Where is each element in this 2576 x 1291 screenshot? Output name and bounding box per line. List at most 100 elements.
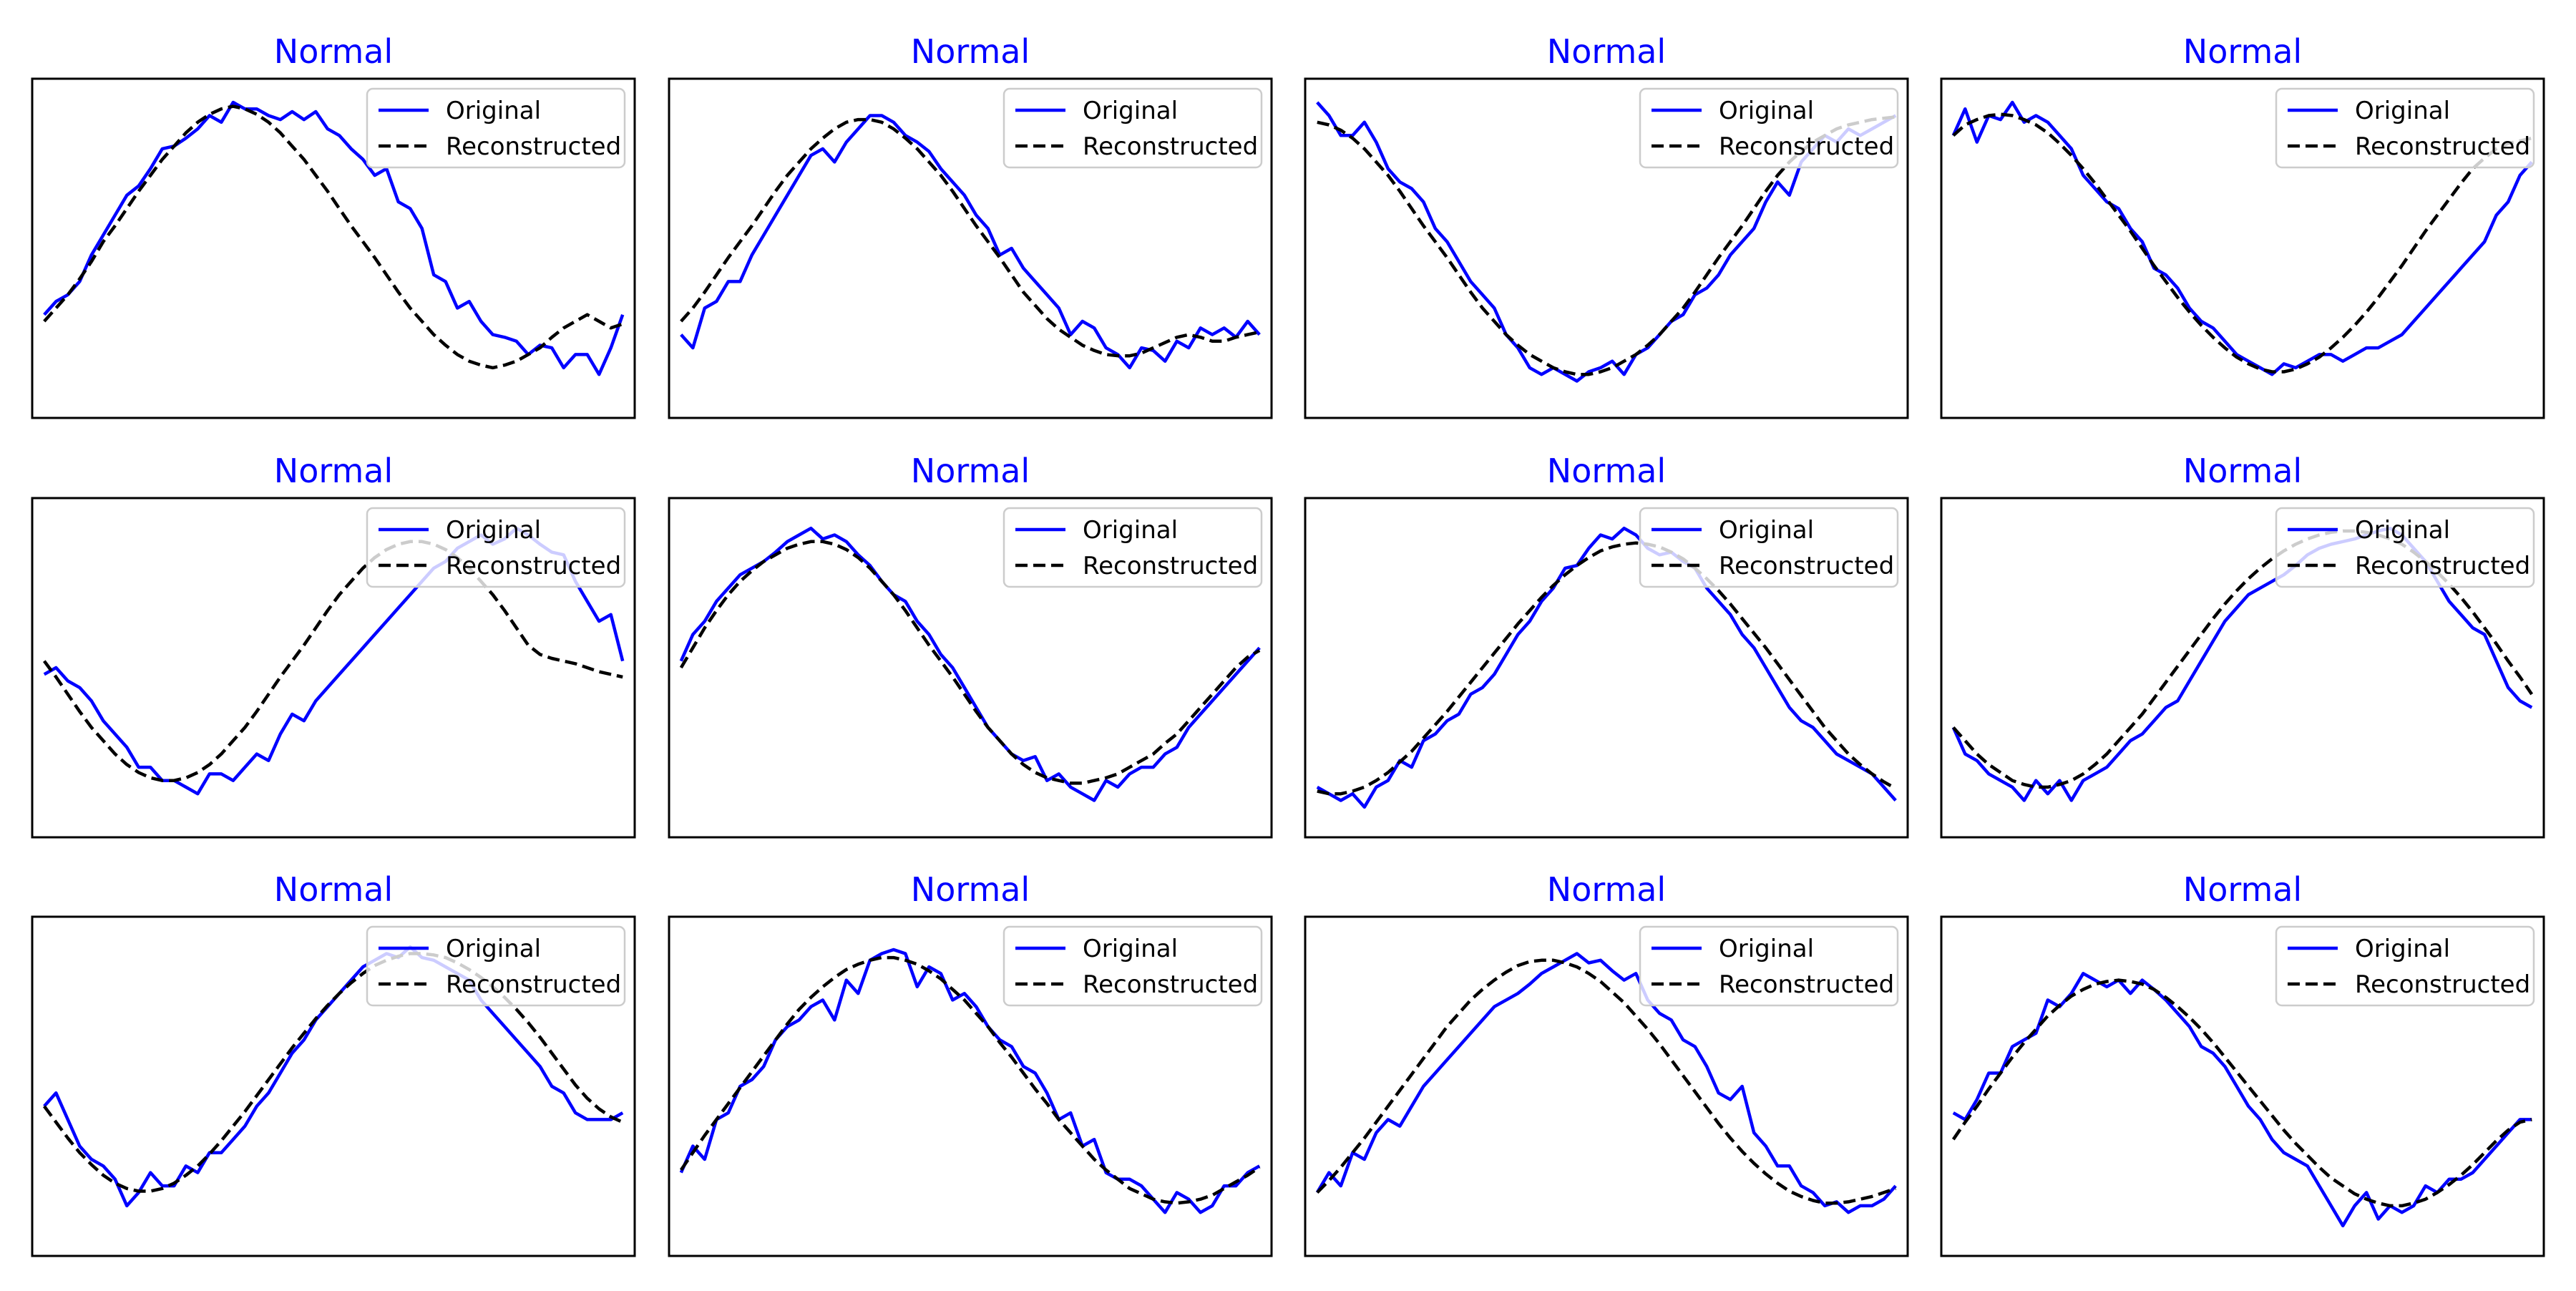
plot-area (1951, 100, 2533, 376)
subplot-title: Normal (1547, 452, 1666, 490)
plot-area (679, 526, 1261, 802)
series-original-line (1315, 952, 1897, 1214)
legend-reconstructed-label: Reconstructed (1719, 970, 1894, 999)
legend: Original Reconstructed (1002, 925, 1263, 1007)
legend-box (1639, 925, 1899, 1007)
legend-reconstructed-label: Reconstructed (2355, 552, 2530, 580)
plot-area (679, 947, 1261, 1214)
legend: Original Reconstructed (1639, 87, 1899, 169)
subplot-title: Normal (911, 32, 1030, 71)
series-original-line (1952, 972, 2532, 1228)
legend-box (2275, 507, 2535, 588)
subplot-title: Normal (2183, 32, 2302, 71)
subplot-title: Normal (274, 452, 393, 490)
legend-reconstructed-label: Reconstructed (1083, 132, 1258, 161)
legend-box (2275, 87, 2535, 169)
plot-area (680, 114, 1261, 370)
subplot-title: Normal (1547, 870, 1666, 909)
subplot-10: Normal Original Reconstructed (668, 870, 1273, 1257)
series-reconstructed-line (680, 117, 1260, 358)
subplot-4: Normal Original Reconstructed (1940, 32, 2545, 419)
legend-original-label: Original (1719, 97, 1814, 125)
legend-original-label: Original (1083, 97, 1178, 125)
legend-original-label: Original (1719, 516, 1814, 545)
axes-frame (668, 77, 1273, 419)
subplot-8: Normal Original Reconstructed (1940, 452, 2545, 839)
subplot-title: Normal (911, 870, 1030, 909)
subplot-title: Normal (1547, 32, 1666, 71)
legend: Original Reconstructed (2275, 925, 2535, 1007)
legend-box (1639, 87, 1899, 169)
axes-frame (1304, 497, 1909, 839)
subplot-2: Normal Original Reconstructed (668, 32, 1273, 419)
axes-frame (668, 497, 1273, 839)
series-reconstructed-line (1952, 529, 2534, 789)
subplot-9: Normal Original Reconstructed (31, 870, 636, 1257)
subplot-title: Normal (2183, 452, 2302, 490)
legend-box (2275, 925, 2535, 1007)
legend-box (366, 925, 626, 1007)
plot-area (42, 945, 624, 1208)
axes-frame (1304, 915, 1909, 1257)
legend: Original Reconstructed (2275, 87, 2535, 169)
subplot-12: Normal Original Reconstructed (1940, 870, 2545, 1257)
legend: Original Reconstructed (366, 507, 626, 588)
legend: Original Reconstructed (366, 87, 626, 169)
legend-box (1002, 925, 1263, 1007)
subplot-5: Normal Original Reconstructed (31, 452, 636, 839)
subplot-11: Normal Original Reconstructed (1304, 870, 1909, 1257)
axes-frame (1304, 77, 1909, 419)
plot-area (1315, 952, 1897, 1214)
subplot-title: Normal (2183, 870, 2302, 909)
axes-frame (668, 915, 1273, 1257)
legend-reconstructed-label: Reconstructed (1719, 132, 1894, 161)
legend-reconstructed-label: Reconstructed (1719, 552, 1894, 580)
subplot-1: Normal Original Reconstructed (31, 32, 636, 419)
axes-frame (31, 497, 636, 839)
axes-frame (31, 915, 636, 1257)
legend-reconstructed-label: Reconstructed (446, 132, 621, 161)
legend-original-label: Original (446, 935, 541, 963)
series-reconstructed-line (1952, 112, 2532, 374)
legend-box (1002, 507, 1263, 588)
legend: Original Reconstructed (1002, 87, 1263, 169)
series-original-line (679, 526, 1261, 802)
series-original-line (680, 114, 1261, 370)
subplot-title: Normal (911, 452, 1030, 490)
legend: Original Reconstructed (2275, 507, 2535, 588)
subplot-title: Normal (274, 32, 393, 71)
subplot-6: Normal Original Reconstructed (668, 452, 1273, 839)
series-reconstructed-line (1317, 541, 1897, 796)
legend-reconstructed-label: Reconstructed (2355, 970, 2530, 999)
legend: Original Reconstructed (366, 925, 626, 1007)
series-reconstructed-line (679, 955, 1261, 1205)
subplot-title: Normal (274, 870, 393, 909)
legend-box (366, 507, 626, 588)
plot-area (43, 100, 625, 376)
series-original-line (43, 945, 624, 1208)
axes-frame (31, 77, 636, 419)
legend-reconstructed-label: Reconstructed (2355, 132, 2530, 161)
legend-original-label: Original (2355, 516, 2450, 545)
series-reconstructed-line (43, 104, 623, 370)
series-reconstructed-line (1316, 958, 1896, 1205)
legend-original-label: Original (446, 516, 541, 545)
series-reconstructed-line (42, 952, 624, 1193)
axes-frame (1940, 915, 2545, 1257)
legend-original-label: Original (2355, 97, 2450, 125)
plot-area (1316, 526, 1897, 809)
series-reconstructed-line (1317, 115, 1896, 376)
series-original-line (1316, 526, 1897, 809)
legend: Original Reconstructed (1002, 507, 1263, 588)
legend-reconstructed-label: Reconstructed (1083, 552, 1258, 580)
legend-box (1639, 507, 1899, 588)
subplot-3: Normal Original Reconstructed (1304, 32, 1909, 419)
legend-original-label: Original (1083, 935, 1178, 963)
legend-original-label: Original (446, 97, 541, 125)
series-reconstructed-line (1951, 978, 2532, 1208)
axes-frame (1940, 77, 2545, 419)
series-reconstructed-line (679, 540, 1261, 785)
plot-area (1951, 972, 2532, 1228)
